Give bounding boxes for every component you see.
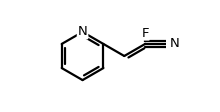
Text: N: N [169, 37, 179, 51]
Text: F: F [141, 27, 149, 40]
Text: N: N [78, 25, 87, 38]
